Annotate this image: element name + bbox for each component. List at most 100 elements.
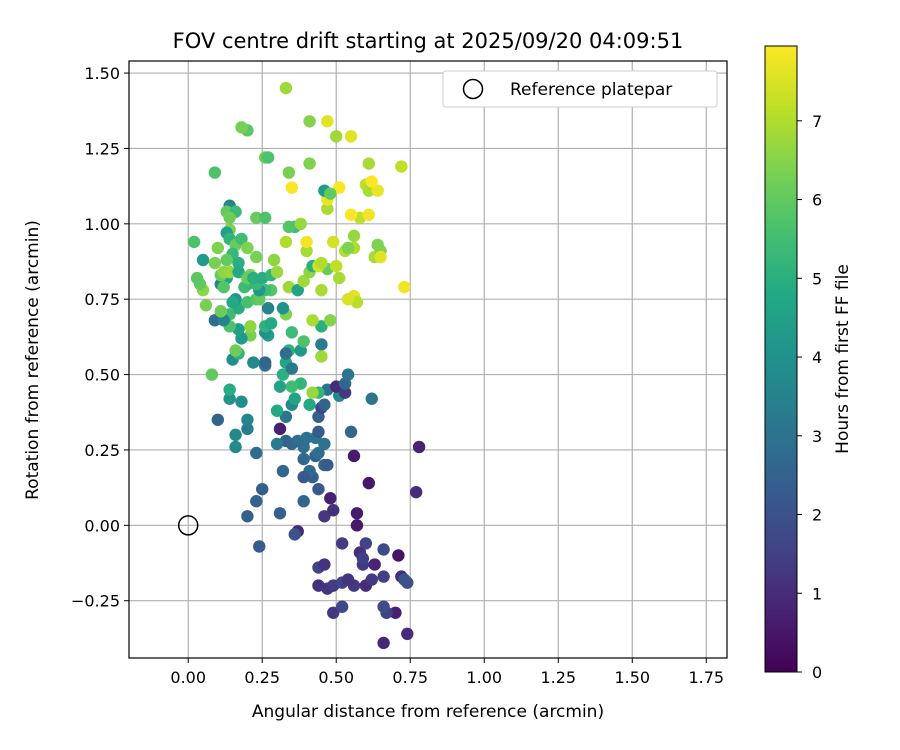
x-tick-label: 1.00 — [466, 668, 502, 687]
data-point — [356, 552, 370, 565]
data-point — [318, 437, 331, 451]
x-tick-label: 1.75 — [688, 668, 724, 687]
data-point — [347, 229, 361, 243]
colorbar-label: Hours from first FF file — [833, 264, 853, 454]
x-tick-label: 1.25 — [540, 668, 576, 687]
data-point — [368, 558, 381, 571]
data-point — [315, 320, 328, 333]
data-point — [270, 437, 284, 451]
data-point — [315, 283, 328, 297]
data-point — [297, 470, 310, 484]
y-tick-label: 1.50 — [84, 64, 120, 83]
colorbar-tick-label: 3 — [812, 427, 822, 446]
data-point — [398, 573, 411, 586]
colorbar: 0 1 2 3 4 5 6 7 Hours from first FF file — [764, 45, 853, 682]
data-point — [324, 491, 337, 505]
data-point — [374, 250, 387, 264]
data-point — [330, 259, 343, 273]
data-point — [371, 184, 384, 197]
data-point — [241, 422, 254, 436]
data-point — [250, 211, 263, 224]
y-tick-label: 0.50 — [84, 366, 120, 385]
data-point — [365, 392, 378, 405]
data-point — [321, 458, 334, 472]
x-tick-label: 0.50 — [318, 668, 354, 687]
data-point — [273, 380, 287, 393]
data-point — [306, 386, 319, 399]
data-point — [196, 253, 210, 267]
colorbar-tick-label: 4 — [812, 348, 822, 367]
data-point — [312, 425, 325, 439]
legend: Reference platepar — [442, 70, 718, 108]
data-point — [303, 157, 316, 170]
data-point — [253, 292, 266, 306]
data-point — [288, 528, 301, 541]
data-point — [223, 265, 236, 279]
colorbar-tick-label: 5 — [812, 269, 822, 288]
data-point — [264, 317, 278, 330]
data-point — [321, 115, 334, 128]
data-point — [217, 280, 230, 294]
data-point — [282, 166, 296, 179]
plot-frame — [128, 60, 728, 659]
data-point — [362, 208, 375, 221]
data-point — [392, 549, 405, 562]
data-point — [285, 380, 299, 393]
data-point — [300, 235, 313, 249]
data-point — [220, 253, 233, 267]
data-point — [341, 573, 355, 586]
data-point — [377, 636, 390, 650]
data-point — [223, 383, 236, 396]
data-point — [300, 244, 313, 258]
data-point — [229, 428, 242, 442]
chart-title: FOV centre drift starting at 2025/09/20 … — [173, 29, 684, 53]
reference-marker — [177, 515, 199, 536]
data-point — [241, 241, 254, 255]
data-point — [312, 446, 325, 460]
data-point — [335, 600, 349, 613]
data-point — [279, 410, 293, 423]
data-point — [327, 606, 340, 619]
data-point — [321, 202, 334, 215]
data-point — [279, 235, 293, 249]
data-point — [235, 395, 248, 408]
data-point — [232, 256, 245, 270]
colorbar-tick-label: 2 — [812, 506, 822, 525]
data-point — [338, 386, 352, 399]
data-point — [214, 305, 227, 318]
data-point — [297, 335, 310, 348]
data-point — [365, 573, 378, 586]
data-point — [279, 347, 293, 360]
data-point — [324, 187, 337, 200]
data-point — [377, 600, 390, 613]
data-point — [187, 235, 201, 249]
data-point — [327, 504, 340, 517]
data-point — [315, 350, 328, 363]
data-point — [312, 482, 325, 496]
data-point — [229, 344, 242, 357]
data-point — [285, 181, 299, 194]
data-point — [235, 232, 248, 246]
data-point — [395, 160, 408, 173]
data-point — [247, 271, 260, 285]
data-point — [332, 181, 346, 194]
data-point — [223, 211, 236, 224]
data-point — [261, 151, 275, 164]
data-point — [318, 510, 331, 523]
data-point — [297, 495, 310, 508]
y-tick-label: 0.25 — [84, 441, 120, 460]
data-point — [205, 368, 219, 381]
data-point — [306, 314, 319, 327]
y-tick-label: −0.25 — [71, 592, 120, 611]
data-point — [350, 507, 364, 520]
data-point — [365, 175, 378, 188]
data-point — [318, 398, 331, 411]
data-point — [377, 570, 390, 583]
data-point — [256, 482, 269, 496]
data-point — [244, 320, 257, 333]
data-point — [332, 271, 346, 285]
data-point — [330, 130, 343, 143]
data-point — [327, 235, 340, 249]
data-point — [235, 121, 248, 134]
data-point — [285, 326, 299, 339]
